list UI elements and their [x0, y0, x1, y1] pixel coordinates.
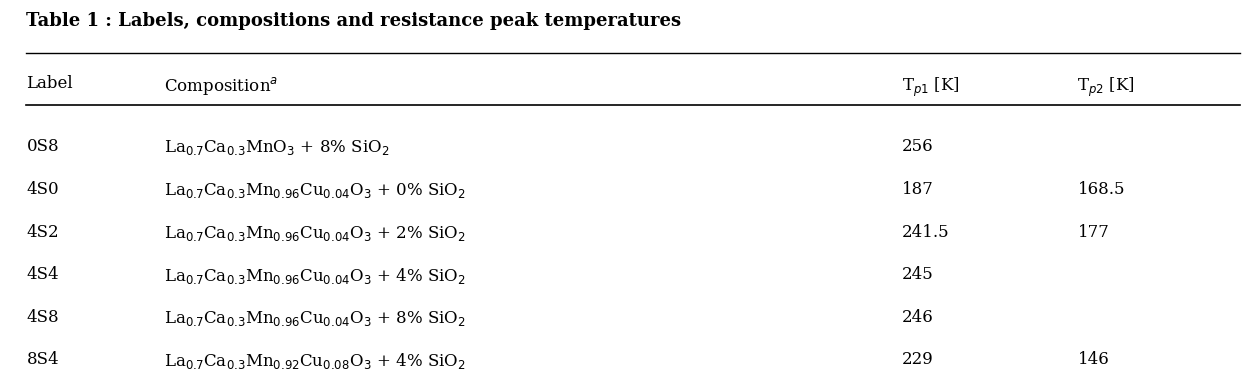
- Text: 146: 146: [1077, 351, 1110, 368]
- Text: La$_{0.7}$Ca$_{0.3}$MnO$_3$ + 8% SiO$_2$: La$_{0.7}$Ca$_{0.3}$MnO$_3$ + 8% SiO$_2$: [164, 138, 390, 157]
- Text: La$_{0.7}$Ca$_{0.3}$Mn$_{0.96}$Cu$_{0.04}$O$_3$ + 4% SiO$_2$: La$_{0.7}$Ca$_{0.3}$Mn$_{0.96}$Cu$_{0.04…: [164, 266, 466, 286]
- Text: Table 1 : Labels, compositions and resistance peak temperatures: Table 1 : Labels, compositions and resis…: [26, 12, 681, 31]
- Text: 4S0: 4S0: [26, 181, 59, 198]
- Text: T$_{p1}$ [K]: T$_{p1}$ [K]: [903, 75, 961, 99]
- Text: 4S4: 4S4: [26, 266, 59, 283]
- Text: 246: 246: [903, 309, 934, 326]
- Text: T$_{p2}$ [K]: T$_{p2}$ [K]: [1077, 75, 1135, 99]
- Text: Label: Label: [26, 75, 73, 92]
- Text: 229: 229: [903, 351, 934, 368]
- Text: 168.5: 168.5: [1077, 181, 1125, 198]
- Text: 241.5: 241.5: [903, 224, 949, 241]
- Text: La$_{0.7}$Ca$_{0.3}$Mn$_{0.96}$Cu$_{0.04}$O$_3$ + 0% SiO$_2$: La$_{0.7}$Ca$_{0.3}$Mn$_{0.96}$Cu$_{0.04…: [164, 181, 466, 200]
- Text: 245: 245: [903, 266, 934, 283]
- Text: Composition$^{a}$: Composition$^{a}$: [164, 75, 278, 97]
- Text: 0S8: 0S8: [26, 138, 59, 155]
- Text: 187: 187: [903, 181, 934, 198]
- Text: La$_{0.7}$Ca$_{0.3}$Mn$_{0.96}$Cu$_{0.04}$O$_3$ + 8% SiO$_2$: La$_{0.7}$Ca$_{0.3}$Mn$_{0.96}$Cu$_{0.04…: [164, 309, 466, 328]
- Text: 256: 256: [903, 138, 934, 155]
- Text: 8S4: 8S4: [26, 351, 59, 368]
- Text: La$_{0.7}$Ca$_{0.3}$Mn$_{0.92}$Cu$_{0.08}$O$_3$ + 4% SiO$_2$: La$_{0.7}$Ca$_{0.3}$Mn$_{0.92}$Cu$_{0.08…: [164, 351, 466, 371]
- Text: 177: 177: [1077, 224, 1110, 241]
- Text: La$_{0.7}$Ca$_{0.3}$Mn$_{0.96}$Cu$_{0.04}$O$_3$ + 2% SiO$_2$: La$_{0.7}$Ca$_{0.3}$Mn$_{0.96}$Cu$_{0.04…: [164, 224, 466, 242]
- Text: 4S2: 4S2: [26, 224, 59, 241]
- Text: 4S8: 4S8: [26, 309, 59, 326]
